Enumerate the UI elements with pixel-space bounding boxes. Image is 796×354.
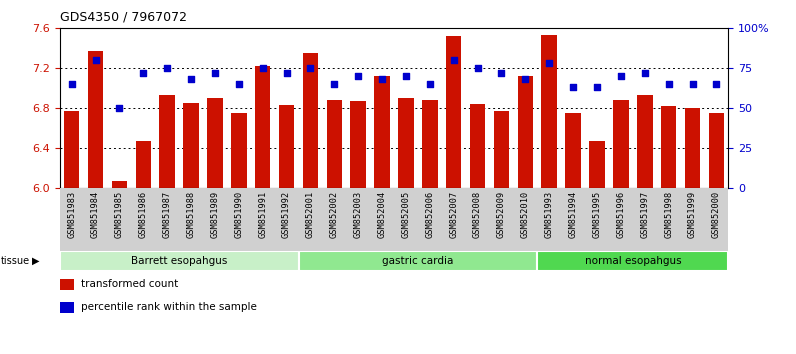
Text: ▶: ▶	[32, 256, 39, 266]
Point	[495, 70, 508, 76]
Point	[471, 65, 484, 71]
Bar	[446, 36, 462, 188]
Text: GSM851991: GSM851991	[258, 191, 267, 238]
Point	[113, 105, 126, 111]
Point	[400, 73, 412, 79]
Text: gastric cardia: gastric cardia	[382, 256, 454, 266]
Point	[519, 76, 532, 82]
Text: tissue: tissue	[1, 256, 30, 266]
Bar	[685, 108, 700, 188]
Bar	[637, 95, 653, 188]
Bar	[589, 141, 605, 188]
Point	[423, 81, 436, 87]
Bar	[398, 98, 414, 188]
Point	[662, 81, 675, 87]
Bar	[517, 76, 533, 188]
Bar	[279, 105, 295, 188]
Point	[89, 57, 102, 63]
Point	[256, 65, 269, 71]
Text: GSM851993: GSM851993	[544, 191, 554, 238]
Point	[65, 81, 78, 87]
Bar	[60, 251, 298, 271]
Text: GSM851992: GSM851992	[282, 191, 291, 238]
Bar	[661, 106, 677, 188]
Text: GSM852005: GSM852005	[401, 191, 411, 238]
Point	[352, 73, 365, 79]
Text: GSM851988: GSM851988	[186, 191, 196, 238]
Text: GSM852004: GSM852004	[377, 191, 387, 238]
Bar	[64, 111, 80, 188]
Point	[232, 81, 245, 87]
Text: GSM852010: GSM852010	[521, 191, 530, 238]
Point	[686, 81, 699, 87]
Bar	[231, 113, 247, 188]
Bar	[326, 100, 342, 188]
Point	[185, 76, 197, 82]
Text: Barrett esopahgus: Barrett esopahgus	[131, 256, 228, 266]
Bar	[374, 76, 390, 188]
Text: GSM851986: GSM851986	[139, 191, 148, 238]
Text: transformed count: transformed count	[81, 279, 178, 289]
Point	[567, 85, 579, 90]
Bar	[207, 98, 223, 188]
Text: normal esopahgus: normal esopahgus	[584, 256, 681, 266]
Text: GSM852009: GSM852009	[497, 191, 506, 238]
Text: GSM852001: GSM852001	[306, 191, 315, 238]
Text: GDS4350 / 7967072: GDS4350 / 7967072	[60, 11, 187, 24]
Text: GSM851990: GSM851990	[234, 191, 244, 238]
Bar	[255, 66, 271, 188]
Bar	[60, 279, 74, 290]
Text: GSM852006: GSM852006	[425, 191, 435, 238]
Point	[638, 70, 651, 76]
Bar	[708, 113, 724, 188]
Point	[280, 70, 293, 76]
Bar	[302, 53, 318, 188]
Text: GSM851989: GSM851989	[210, 191, 220, 238]
Bar	[565, 113, 581, 188]
Bar	[159, 95, 175, 188]
Bar	[60, 302, 74, 313]
Bar	[494, 111, 509, 188]
Point	[447, 57, 460, 63]
Point	[328, 81, 341, 87]
Text: GSM851983: GSM851983	[67, 191, 76, 238]
Point	[543, 61, 556, 66]
Point	[304, 65, 317, 71]
Bar	[470, 104, 486, 188]
Text: GSM851985: GSM851985	[115, 191, 124, 238]
Text: GSM851995: GSM851995	[592, 191, 602, 238]
Text: GSM851997: GSM851997	[640, 191, 650, 238]
Point	[615, 73, 627, 79]
Bar	[88, 51, 103, 188]
Bar	[422, 100, 438, 188]
Text: GSM851994: GSM851994	[568, 191, 578, 238]
Text: GSM852002: GSM852002	[330, 191, 339, 238]
Text: GSM851984: GSM851984	[91, 191, 100, 238]
Bar	[183, 103, 199, 188]
Bar	[613, 100, 629, 188]
Text: GSM851996: GSM851996	[616, 191, 626, 238]
Bar	[537, 251, 728, 271]
Bar	[135, 141, 151, 188]
Bar	[541, 35, 557, 188]
Text: GSM851999: GSM851999	[688, 191, 697, 238]
Text: GSM852003: GSM852003	[353, 191, 363, 238]
Text: GSM852008: GSM852008	[473, 191, 482, 238]
Bar	[350, 101, 366, 188]
Point	[209, 70, 221, 76]
Text: GSM851987: GSM851987	[162, 191, 172, 238]
Text: GSM851998: GSM851998	[664, 191, 673, 238]
Point	[137, 70, 150, 76]
Point	[376, 76, 388, 82]
Bar	[111, 181, 127, 188]
Point	[591, 85, 603, 90]
Text: GSM852007: GSM852007	[449, 191, 458, 238]
Text: GSM852000: GSM852000	[712, 191, 721, 238]
Point	[161, 65, 174, 71]
Point	[710, 81, 723, 87]
Bar	[298, 251, 537, 271]
Text: percentile rank within the sample: percentile rank within the sample	[81, 302, 257, 312]
